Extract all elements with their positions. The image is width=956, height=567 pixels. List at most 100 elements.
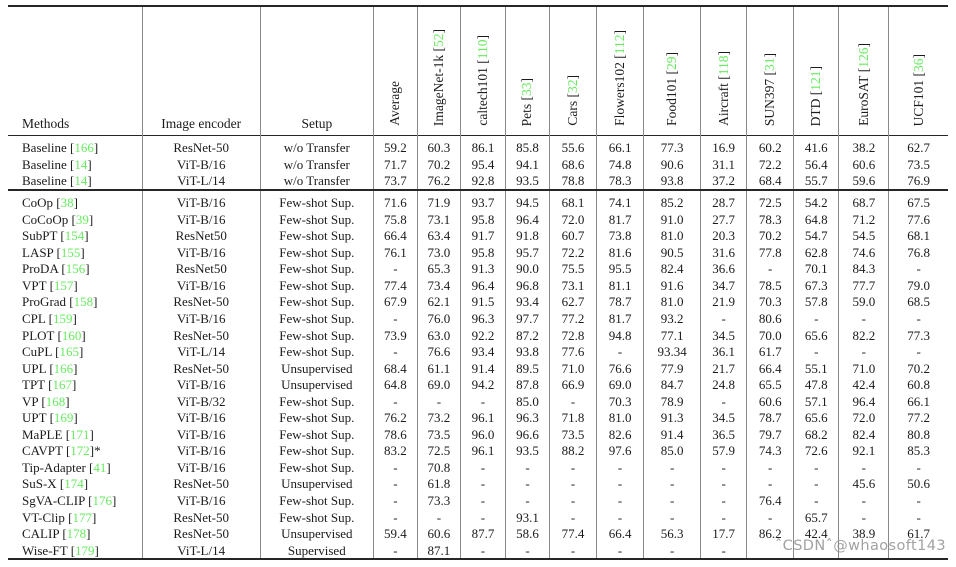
- table-row: SubPT [154] ResNet50 Few-shot Sup. 66.4 63.4…: [8, 227, 948, 245]
- value-cell: 64.8: [793, 210, 839, 228]
- value-cell: 85.2: [643, 190, 701, 211]
- value-cell: 78.5: [746, 277, 794, 294]
- value-cell: 85.0: [643, 442, 701, 460]
- method-cell: ProGrad [158]: [22, 294, 98, 310]
- value-cell: 96.4: [459, 277, 506, 294]
- value-cell: 34.5: [700, 409, 747, 427]
- value-cell: 91.5: [459, 293, 506, 311]
- encoder-cell: ResNet-50: [141, 508, 261, 526]
- value-cell: 36.1: [700, 343, 747, 360]
- value-cell: 95.8: [459, 244, 506, 261]
- column-header-average: Average: [372, 6, 418, 136]
- value-cell: 78.3: [746, 210, 794, 228]
- value-cell: 58.6: [504, 525, 550, 542]
- value-cell: 82.2: [838, 326, 889, 344]
- column-header-dtd: DTD [121]: [793, 6, 839, 136]
- table-row: ProGrad [158] ResNet-50 Few-shot Sup. 67.9 6…: [8, 293, 948, 311]
- value-cell: 91.3: [459, 260, 506, 278]
- setup-cell: Few-shot Sup.: [259, 310, 374, 327]
- column-label: EuroSAT [126]: [855, 43, 871, 126]
- value-cell: 90.5: [643, 244, 701, 261]
- citation-number: 154: [64, 228, 85, 244]
- citation-number: 177: [72, 509, 92, 525]
- method-cell: CALIP [178]: [22, 526, 91, 542]
- value-cell: 74.3: [746, 442, 794, 460]
- value-cell: 87.7: [459, 525, 506, 542]
- value-cell: 67.3: [793, 277, 839, 294]
- value-cell: 96.1: [459, 409, 506, 427]
- setup-cell: Few-shot Sup.: [259, 210, 374, 228]
- encoder-cell: ViT-B/16: [141, 155, 261, 173]
- value-cell: 78.9: [643, 392, 701, 410]
- table-row: UPL [166] ResNet-50 Unsupervised 68.4 61.1 91…: [8, 359, 948, 377]
- value-cell: 21.9: [700, 293, 747, 311]
- value-cell: 34.7: [700, 277, 747, 294]
- value-cell: 77.4: [549, 525, 597, 542]
- method-cell: CuPL [165]: [22, 344, 84, 360]
- value-cell: 91.8: [504, 227, 550, 245]
- table-header: Methods Image encoder Setup Average Image…: [8, 6, 948, 136]
- value-cell: 57.1: [793, 392, 839, 410]
- value-cell: -: [596, 475, 644, 493]
- value-cell: 27.7: [700, 210, 747, 228]
- value-cell: 59.0: [838, 293, 889, 311]
- value-cell: 92.2: [459, 326, 506, 344]
- table-row: CAVPT [172]* ViT-B/16 Few-shot Sup. 83.2 72.…: [8, 442, 948, 460]
- value-cell: 92.8: [459, 172, 506, 191]
- column-header-methods: Methods: [22, 116, 70, 131]
- value-cell: -: [643, 459, 701, 476]
- method-cell: MaPLE [171]: [22, 426, 94, 442]
- setup-cell: Supervised: [259, 541, 374, 560]
- value-cell: 85.8: [504, 135, 550, 156]
- value-cell: 69.0: [416, 376, 461, 393]
- value-cell: -: [504, 541, 550, 560]
- value-cell: 85.3: [888, 442, 948, 460]
- value-cell: 24.8: [700, 376, 747, 393]
- encoder-cell: ResNet-50: [141, 359, 261, 377]
- value-cell: 66.1: [888, 392, 948, 410]
- setup-cell: Few-shot Sup.: [259, 492, 374, 509]
- table-row: TPT [167] ViT-B/16 Unsupervised 64.8 69.0 94.…: [8, 376, 948, 393]
- value-cell: 61.7: [888, 525, 948, 542]
- value-cell: 73.7: [372, 172, 418, 191]
- citation-number: 33: [519, 82, 535, 96]
- value-cell: [888, 541, 948, 560]
- value-cell: 91.6: [643, 277, 701, 294]
- value-cell: 73.5: [888, 155, 948, 173]
- value-cell: 82.4: [838, 426, 889, 443]
- value-cell: 62.7: [549, 293, 597, 311]
- value-cell: -: [643, 492, 701, 509]
- encoder-cell: ViT-B/16: [141, 190, 261, 211]
- value-cell: 91.4: [643, 426, 701, 443]
- value-cell: 42.4: [838, 376, 889, 393]
- value-cell: 59.2: [372, 135, 418, 156]
- value-cell: 54.5: [838, 227, 889, 245]
- value-cell: 16.9: [700, 135, 747, 156]
- value-cell: 96.4: [504, 210, 550, 228]
- value-cell: 96.8: [504, 277, 550, 294]
- value-cell: -: [372, 492, 418, 509]
- column-header-aircraft: Aircraft [118]: [700, 6, 747, 136]
- value-cell: 77.2: [888, 409, 948, 427]
- citation-number: 176: [92, 493, 112, 508]
- column-header-eurosat: EuroSAT [126]: [838, 6, 889, 136]
- value-cell: -: [888, 343, 948, 360]
- value-cell: 86.2: [746, 525, 794, 542]
- value-cell: 31.1: [700, 155, 747, 173]
- value-cell: -: [793, 492, 839, 509]
- value-cell: 54.7: [793, 227, 839, 245]
- value-cell: -: [372, 392, 418, 410]
- value-cell: 71.7: [372, 155, 418, 173]
- value-cell: 71.9: [416, 190, 461, 211]
- value-cell: 97.7: [504, 310, 550, 327]
- value-cell: 93.7: [459, 190, 506, 211]
- value-cell: 81.7: [596, 210, 644, 228]
- value-cell: 59.6: [838, 172, 889, 191]
- setup-cell: w/o Transfer: [259, 172, 374, 191]
- table-row: CALIP [178] ResNet-50 Unsupervised 59.4 60.6…: [8, 525, 948, 542]
- value-cell: -: [643, 475, 701, 493]
- method-cell: VT-Clip [177]: [22, 509, 97, 525]
- method-cell: CoOp [38]: [22, 195, 78, 211]
- method-cell: ProDA [156]: [22, 261, 90, 277]
